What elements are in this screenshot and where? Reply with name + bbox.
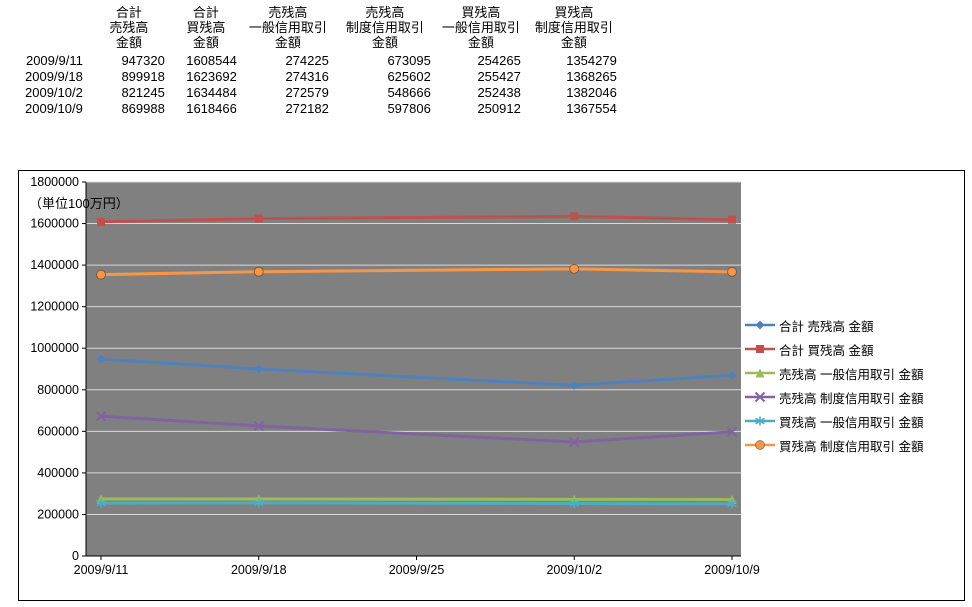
legend-marker-square-icon (745, 345, 775, 353)
row-date-cell[interactable]: 2009/9/11 (25, 53, 83, 68)
row-date-cell[interactable]: 2009/9/18 (25, 69, 83, 84)
svg-text:2009/9/18: 2009/9/18 (231, 563, 287, 577)
table-col-header[interactable]: 売残高 制度信用取引 金額 (345, 5, 424, 50)
chart-canvas: 0 200000 400000 600000 800000 1000000 1200000 1… (30, 175, 760, 577)
table-row: 2009/10/2 821245 1634484 272579 548666 252438… (20, 85, 622, 101)
legend-item[interactable]: 売残高 一般信用取引 金額 (745, 361, 923, 385)
table-cell[interactable]: 1354279 (566, 53, 617, 68)
table-cell[interactable]: 625602 (387, 69, 431, 84)
svg-text:1400000: 1400000 (30, 258, 79, 272)
legend-label: 売残高 一般信用取引 金額 (779, 367, 924, 382)
table-cell[interactable]: 1382046 (566, 85, 617, 100)
table-cell[interactable]: 673095 (387, 53, 431, 68)
table-cell[interactable]: 1618466 (186, 101, 237, 116)
table-row: 2009/9/18 899918 1623692 274316 625602 255427… (20, 69, 622, 85)
row-date-cell[interactable]: 2009/10/9 (25, 101, 83, 116)
table-corner-cell (20, 5, 88, 53)
table-row: 2009/10/9 869988 1618466 272182 597806 250912… (20, 101, 622, 117)
row-date-cell[interactable]: 2009/10/2 (25, 85, 83, 100)
svg-text:2009/10/2: 2009/10/2 (546, 563, 602, 577)
legend-item[interactable]: 買残高 制度信用取引 金額 (745, 433, 923, 457)
table-col-header[interactable]: 合計 買残高 金額 (186, 5, 226, 50)
table-cell[interactable]: 255427 (477, 69, 521, 84)
table-cell[interactable]: 821245 (121, 85, 165, 100)
table-cell[interactable]: 597806 (387, 101, 431, 116)
legend-label: 買残高 一般信用取引 金額 (779, 415, 924, 430)
legend-item[interactable]: 売残高 制度信用取引 金額 (745, 385, 923, 409)
legend-marker-asterisk-icon (745, 416, 775, 426)
table-cell[interactable]: 869988 (121, 101, 165, 116)
svg-text:1200000: 1200000 (30, 300, 79, 314)
svg-text:600000: 600000 (37, 424, 79, 438)
table-cell[interactable]: 548666 (387, 85, 431, 100)
legend-item[interactable]: 買残高 一般信用取引 金額 (745, 409, 923, 433)
table-cell[interactable]: 272182 (285, 101, 329, 116)
svg-text:200000: 200000 (37, 507, 79, 521)
table-col-header[interactable]: 合計 売残高 金額 (109, 5, 149, 50)
legend-item[interactable]: 合計 売残高 金額 (745, 313, 923, 337)
chart-legend: 合計 売残高 金額 合計 買残高 金額売残高 一般信用取引 金額 売残高 制度信用取… (745, 313, 923, 457)
table-cell[interactable]: 272579 (285, 85, 329, 100)
svg-text:1800000: 1800000 (30, 175, 79, 189)
svg-text:800000: 800000 (37, 383, 79, 397)
table-col-header[interactable]: 買残高 制度信用取引 金額 (534, 5, 613, 50)
table-cell[interactable]: 274316 (285, 69, 329, 84)
table-col-header[interactable]: 売残高 一般信用取引 金額 (248, 5, 327, 50)
legend-item[interactable]: 合計 買残高 金額 (745, 337, 923, 361)
legend-marker-circle-icon (745, 440, 775, 450)
table-cell[interactable]: 899918 (121, 69, 165, 84)
table-cell[interactable]: 947320 (121, 53, 165, 68)
svg-text:2009/9/25: 2009/9/25 (389, 563, 445, 577)
chart-area: 0 200000 400000 600000 800000 1000000 1200000 1… (18, 170, 965, 601)
table-cell[interactable]: 1623692 (186, 69, 237, 84)
table-cell[interactable]: 1368265 (566, 69, 617, 84)
legend-marker-x-icon (745, 391, 775, 403)
table-cell[interactable]: 252438 (477, 85, 521, 100)
svg-text:1600000: 1600000 (30, 217, 79, 231)
svg-text:1000000: 1000000 (30, 341, 79, 355)
table-cell[interactable]: 254265 (477, 53, 521, 68)
legend-label: 買残高 制度信用取引 金額 (779, 439, 924, 454)
table-cell[interactable]: 274225 (285, 53, 329, 68)
legend-marker-triangle-icon (745, 368, 775, 378)
margin-balance-table: 合計 売残高 金額 合計 買残高 金額 売残高 一般信用取引 金額 売残高 制度信用取引 金額 買残高一… (20, 5, 622, 117)
table-cell[interactable]: 1634484 (186, 85, 237, 100)
table-row: 2009/9/11 947320 1608544 274225 673095 254265… (20, 53, 622, 69)
table-cell[interactable]: 1367554 (566, 101, 617, 116)
table-cell[interactable]: 250912 (477, 101, 521, 116)
svg-text:2009/10/9: 2009/10/9 (704, 563, 760, 577)
table-cell[interactable]: 1608544 (186, 53, 237, 68)
svg-text:0: 0 (72, 549, 79, 563)
legend-label: 合計 買残高 金額 (779, 343, 874, 358)
legend-marker-diamond-icon (745, 320, 775, 330)
table-col-header[interactable]: 買残高 一般信用取引 金額 (441, 5, 520, 50)
legend-label: 合計 売残高 金額 (779, 319, 874, 334)
legend-label: 売残高 制度信用取引 金額 (779, 391, 924, 406)
svg-text:400000: 400000 (37, 466, 79, 480)
svg-text:2009/9/11: 2009/9/11 (74, 563, 129, 577)
unit-label: （単位100万円） (29, 196, 129, 211)
